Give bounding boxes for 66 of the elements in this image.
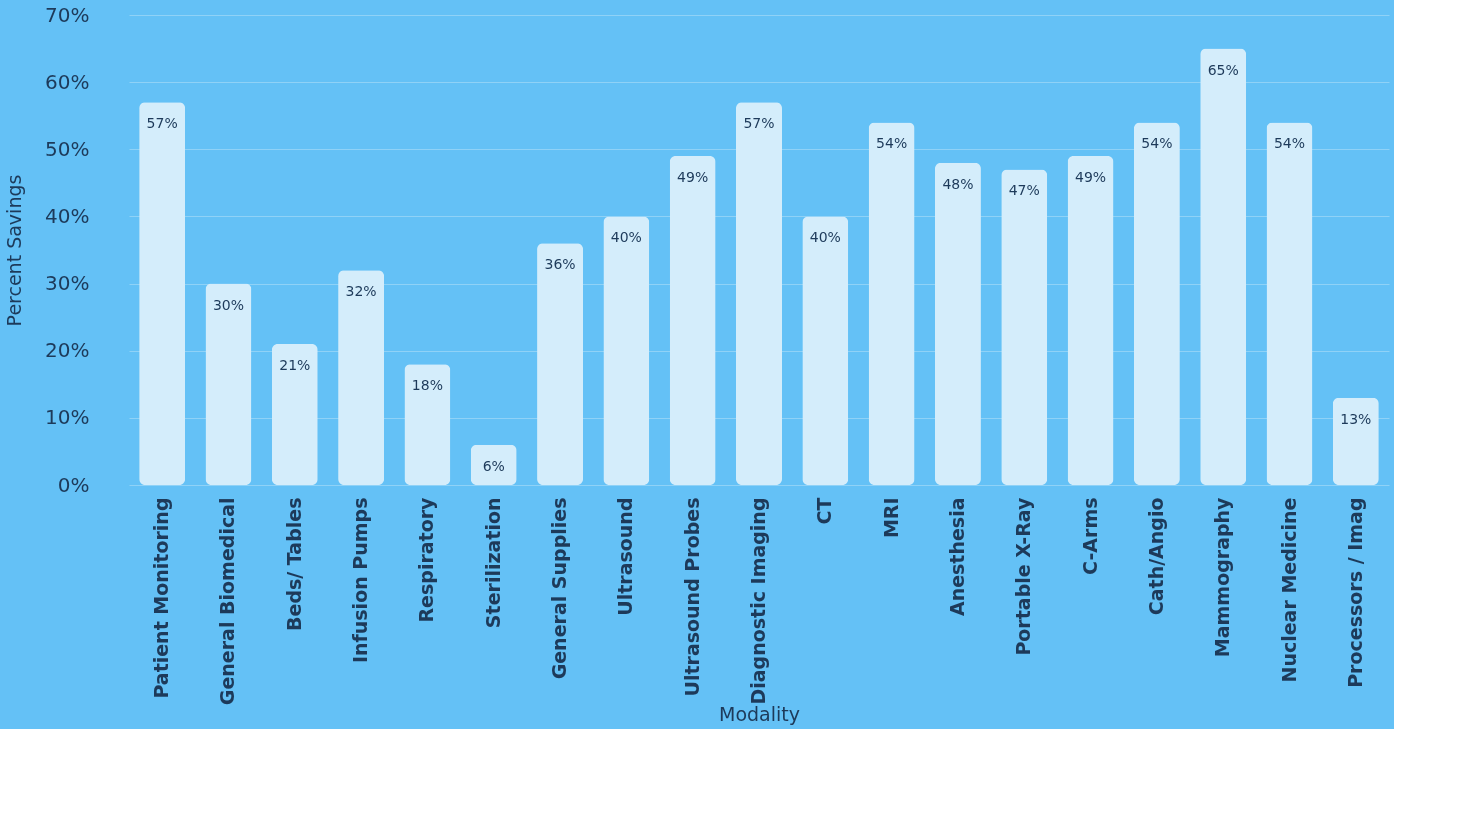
x-tick-label: Anesthesia <box>945 497 968 617</box>
y-tick-label: 70% <box>45 2 90 27</box>
x-tick-label: Diagnostic Imaging <box>747 497 769 705</box>
bar <box>1001 169 1048 485</box>
x-tick-label: Infusion Pumps <box>349 497 372 664</box>
x-tick-label: General Supplies <box>548 497 571 680</box>
data-label: 6% <box>482 457 505 474</box>
x-tick-label: Cath/Angio <box>1144 497 1167 616</box>
data-label: 49% <box>1075 169 1107 185</box>
x-tick-label: Ultrasound Probes <box>680 497 703 697</box>
y-tick-label: 60% <box>45 69 90 94</box>
x-tick-label: Nuclear Medicine <box>1277 497 1300 683</box>
bar <box>934 162 981 485</box>
x-tick-label: Respiratory <box>415 496 438 623</box>
x-axis-title: Modality <box>719 702 800 725</box>
x-tick-label: General Biomedical <box>216 497 239 706</box>
data-label: 36% <box>544 256 576 273</box>
bar <box>1200 48 1247 485</box>
x-tick-label: Ultrasound <box>614 497 637 616</box>
data-label: 54% <box>1141 135 1173 152</box>
y-tick-label: 10% <box>45 405 90 430</box>
data-label: 13% <box>1340 410 1372 427</box>
bar <box>139 102 186 485</box>
x-tick-label: CT <box>813 497 836 525</box>
data-label: 47% <box>1008 182 1040 199</box>
data-label: 65% <box>1207 61 1239 78</box>
y-tick-label: 30% <box>45 271 90 296</box>
data-label: 40% <box>610 229 642 246</box>
data-label: 30% <box>212 296 245 313</box>
y-axis-title: Percent Savings <box>3 174 26 327</box>
x-tick-label: C-Arms <box>1078 497 1101 575</box>
data-label: 18% <box>411 377 443 394</box>
data-label: 21% <box>279 357 311 373</box>
bar <box>205 283 252 485</box>
data-label: 57% <box>146 115 178 132</box>
bar <box>1266 122 1313 485</box>
bar <box>1332 397 1379 485</box>
y-tick-label: 20% <box>45 338 90 363</box>
bar <box>1067 156 1114 485</box>
x-tick-label: Patient Monitoring <box>150 497 173 699</box>
data-label: 54% <box>1273 135 1306 152</box>
x-tick-label: Processors / Imag <box>1343 497 1366 688</box>
bar <box>404 364 451 485</box>
y-tick-label: 50% <box>45 136 90 161</box>
x-tick-label: Sterilization <box>481 497 504 629</box>
data-label: 49% <box>677 169 709 185</box>
y-tick-label: 40% <box>45 203 90 228</box>
data-label: 54% <box>876 135 908 152</box>
bar <box>736 102 782 485</box>
bar <box>271 344 318 485</box>
data-label: 48% <box>942 175 974 192</box>
bar <box>603 216 650 485</box>
data-label: 32% <box>345 283 377 300</box>
x-tick-label: Beds/ Tables <box>282 497 305 631</box>
bar <box>1133 122 1180 485</box>
data-label: 57% <box>743 115 775 132</box>
bar <box>868 122 915 485</box>
y-tick-label: 0% <box>57 472 90 497</box>
bar <box>802 216 849 485</box>
bar <box>338 270 385 485</box>
x-tick-label: Portable X-Ray <box>1012 496 1035 656</box>
bar <box>537 243 584 485</box>
x-tick-label: MRI <box>879 497 902 539</box>
data-label: 40% <box>809 229 841 246</box>
x-tick-label: Mammography <box>1211 496 1234 658</box>
bar <box>669 156 716 485</box>
